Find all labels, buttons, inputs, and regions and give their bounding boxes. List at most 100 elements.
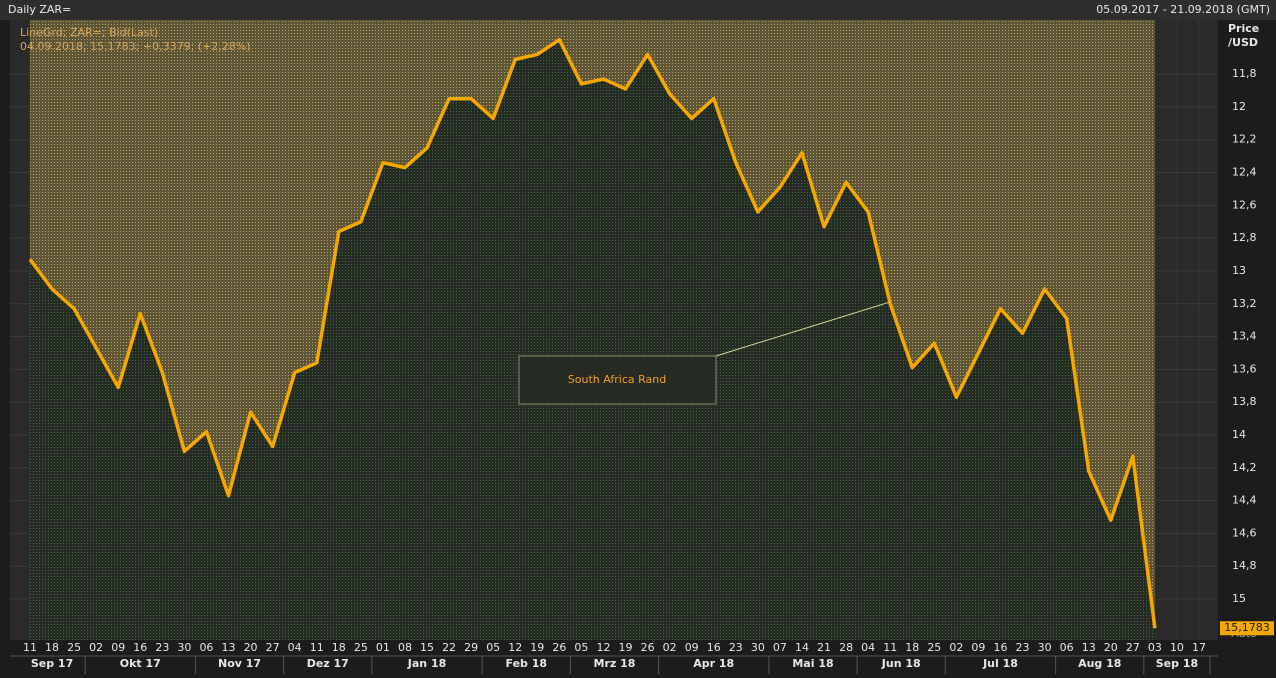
x-tick-label: 06 [1060, 641, 1074, 654]
header-bar [0, 0, 1276, 20]
price-line [28, 37, 1157, 629]
y-tick-label: 13,8 [1232, 395, 1257, 408]
x-tick-label: 23 [729, 641, 743, 654]
x-tick-label: 09 [685, 641, 699, 654]
last-value-label: 15,1783 [1224, 621, 1270, 634]
x-tick-label: 22 [442, 641, 456, 654]
x-tick-label: 28 [839, 641, 853, 654]
x-tick-label: 11 [310, 641, 324, 654]
x-tick-label: 09 [971, 641, 985, 654]
x-tick-label: 18 [905, 641, 919, 654]
x-tick-label: 19 [619, 641, 633, 654]
month-label: Okt 17 [120, 657, 161, 670]
y-axis-label: Price [1228, 22, 1259, 35]
y-tick-label: 13,4 [1232, 330, 1257, 343]
x-tick-label: 10 [1170, 641, 1184, 654]
y-tick-label: 13,6 [1232, 362, 1257, 375]
month-label: Mai 18 [792, 657, 833, 670]
y-tick-label: 12,6 [1232, 198, 1257, 211]
month-label: Jul 18 [982, 657, 1018, 670]
x-tick-label: 25 [354, 641, 368, 654]
x-tick-label: 04 [288, 641, 302, 654]
month-label: Feb 18 [506, 657, 548, 670]
x-tick-label: 16 [707, 641, 721, 654]
y-tick-label: 14,2 [1232, 461, 1257, 474]
x-tick-label: 21 [817, 641, 831, 654]
x-tick-label: 08 [398, 641, 412, 654]
x-tick-label: 02 [89, 641, 103, 654]
x-tick-label: 09 [111, 641, 125, 654]
x-tick-label: 16 [133, 641, 147, 654]
x-tick-label: 11 [883, 641, 897, 654]
x-tick-label: 20 [244, 641, 258, 654]
x-tick-label: 26 [641, 641, 655, 654]
y-tick-label: 14,4 [1232, 494, 1257, 507]
x-tick-label: 26 [552, 641, 566, 654]
month-label: Sep 17 [31, 657, 73, 670]
x-tick-label: 14 [795, 641, 809, 654]
x-tick-label: 11 [23, 641, 37, 654]
x-tick-label: 02 [663, 641, 677, 654]
chart-title: Daily ZAR= [8, 3, 71, 16]
month-label: Dez 17 [307, 657, 349, 670]
x-tick-label: 15 [420, 641, 434, 654]
x-tick-label: 30 [1038, 641, 1052, 654]
x-tick-label: 27 [266, 641, 280, 654]
date-range: 05.09.2017 - 21.09.2018 (GMT) [1096, 3, 1270, 16]
last-value-box [1220, 621, 1274, 636]
month-label: Apr 18 [693, 657, 734, 670]
x-tick-label: 29 [464, 641, 478, 654]
month-label: Aug 18 [1078, 657, 1121, 670]
x-tick-label: 25 [927, 641, 941, 654]
y-tick-label: 14 [1232, 428, 1246, 441]
area-above [30, 20, 1155, 629]
y-tick-label: 12,4 [1232, 166, 1257, 179]
x-tick-label: 30 [177, 641, 191, 654]
x-tick-label: 04 [861, 641, 875, 654]
month-label: Jun 18 [881, 657, 921, 670]
y-tick-label: 13 [1232, 264, 1246, 277]
annotation-box [518, 355, 717, 405]
month-label: Jan 18 [407, 657, 446, 670]
x-tick-label: 07 [773, 641, 787, 654]
x-tick-label: 17 [1192, 641, 1206, 654]
x-tick-label: 27 [1126, 641, 1140, 654]
month-label: Sep 18 [1156, 657, 1198, 670]
area-below [30, 39, 1155, 640]
x-tick-label: 13 [222, 641, 236, 654]
x-tick-label: 19 [530, 641, 544, 654]
x-tick-label: 20 [1104, 641, 1118, 654]
y-tick-label: 14,8 [1232, 559, 1257, 572]
x-tick-label: 12 [508, 641, 522, 654]
x-tick-label: 30 [751, 641, 765, 654]
x-tick-label: 05 [574, 641, 588, 654]
annotation-leader [715, 301, 891, 357]
x-tick-label: 25 [67, 641, 81, 654]
x-tick-label: 23 [1016, 641, 1030, 654]
x-tick-label: 13 [1082, 641, 1096, 654]
x-tick-label: 02 [949, 641, 963, 654]
x-tick-label: 12 [596, 641, 610, 654]
x-tick-label: 01 [376, 641, 390, 654]
x-tick-label: 05 [486, 641, 500, 654]
month-label: Nov 17 [218, 657, 261, 670]
y-tick-label: 12 [1232, 100, 1246, 113]
x-tick-label: 06 [199, 641, 213, 654]
y-tick-label: 12,8 [1232, 231, 1257, 244]
y-axis-label: /USD [1228, 36, 1258, 49]
month-label: Mrz 18 [594, 657, 636, 670]
x-tick-label: 23 [155, 641, 169, 654]
annotation: South Africa Rand [568, 373, 666, 386]
x-tick-label: 03 [1148, 641, 1162, 654]
legend-line: LineGrd; ZAR=; Bid(Last) [20, 26, 158, 39]
y-tick-label: 15 [1232, 592, 1246, 605]
x-tick-label: 18 [332, 641, 346, 654]
legend-line: 04.09.2018; 15,1783; +0,3379; (+2,28%) [20, 40, 251, 53]
y-tick-label: 14,6 [1232, 526, 1257, 539]
x-tick-label: 18 [45, 641, 59, 654]
y-tick-label: 13,2 [1232, 297, 1257, 310]
x-tick-label: 16 [993, 641, 1007, 654]
y-tick-label: 12,2 [1232, 133, 1257, 146]
y-tick-label: 11,8 [1232, 67, 1257, 80]
